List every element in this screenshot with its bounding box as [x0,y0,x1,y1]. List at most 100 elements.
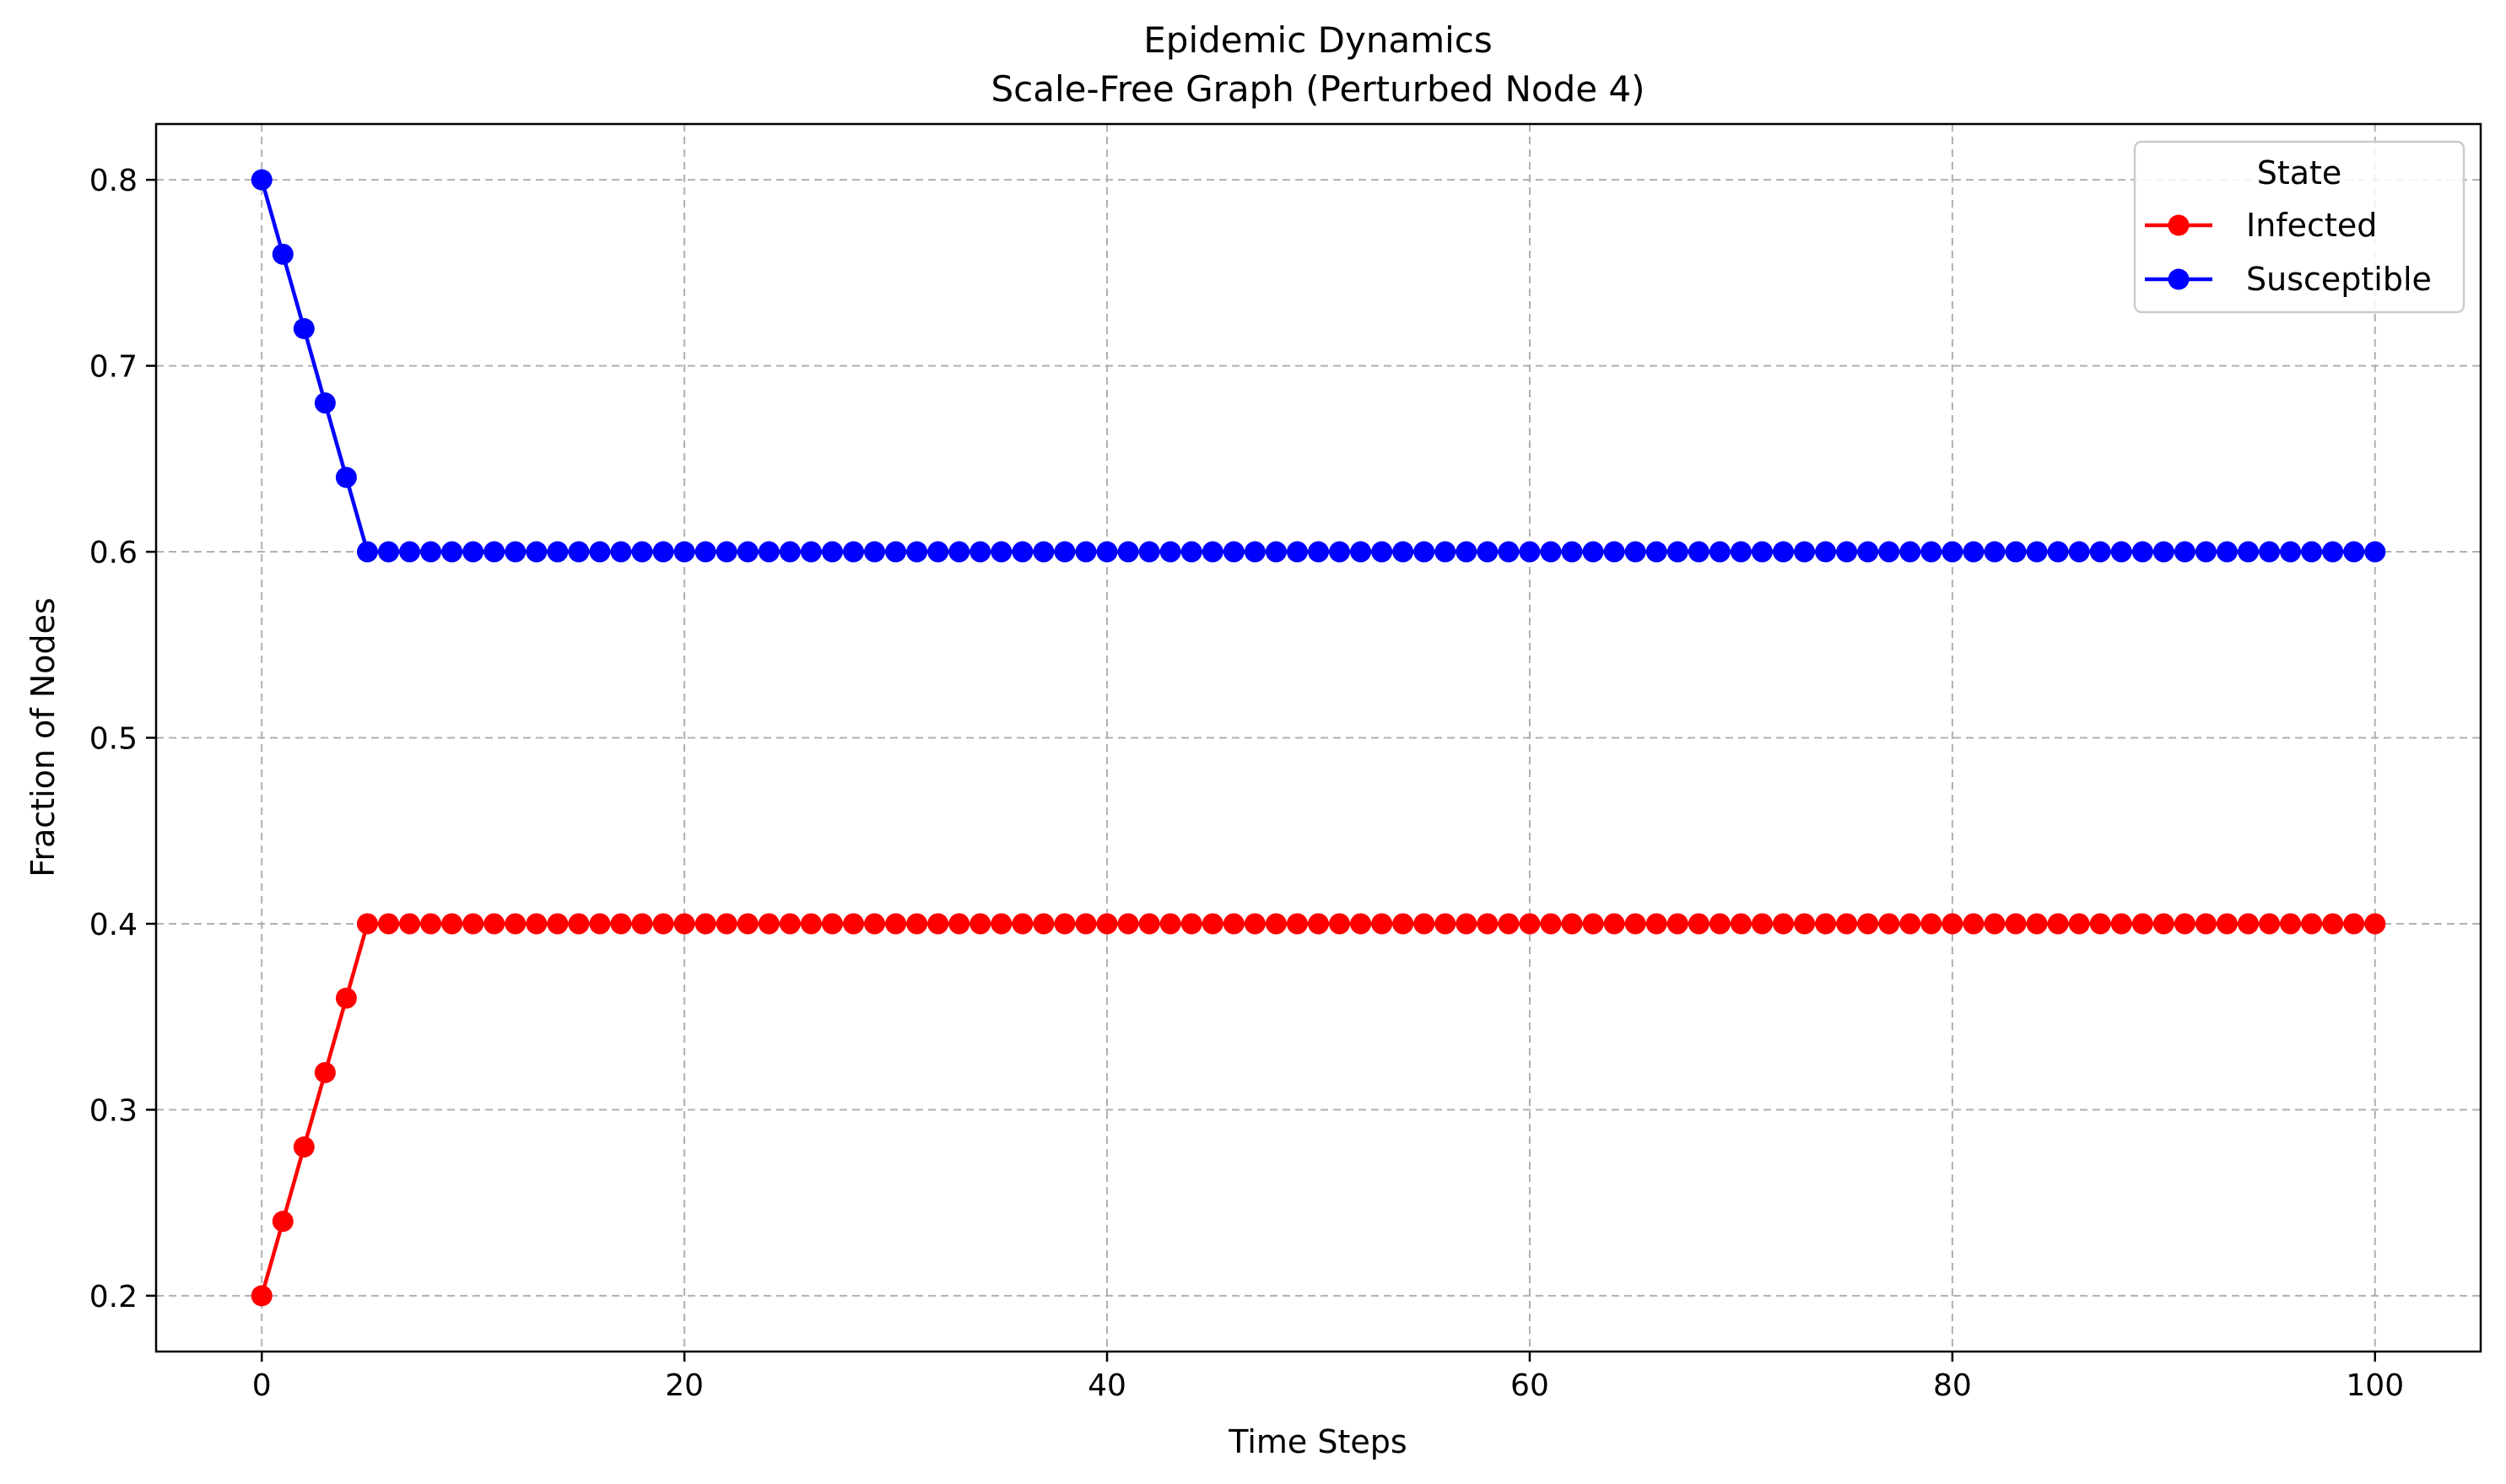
data-point-infected [821,913,843,935]
data-point-susceptible [1519,541,1541,563]
data-point-susceptible [2238,541,2259,563]
data-point-susceptible [2110,541,2132,563]
data-point-infected [1202,913,1223,935]
data-point-infected [378,913,399,935]
legend-marker-infected [2168,214,2190,236]
data-point-susceptible [758,541,780,563]
data-point-susceptible [1984,541,2006,563]
x-axis-ticks: 0 20 40 60 80 100 [252,1352,2404,1403]
data-point-infected [1666,913,1688,935]
data-point-infected [1117,913,1139,935]
data-point-infected [610,913,632,935]
data-point-infected [1878,913,1900,935]
data-point-infected [1540,913,1562,935]
data-point-susceptible [2026,541,2048,563]
data-point-susceptible [441,541,463,563]
data-point-infected [356,913,378,935]
data-point-infected [399,913,421,935]
data-point-susceptible [2259,541,2281,563]
data-point-infected [2280,913,2302,935]
data-point-infected [1392,913,1414,935]
data-point-infected [2110,913,2132,935]
data-point-susceptible [1434,541,1456,563]
data-point-infected [483,913,505,935]
data-point-susceptible [2152,541,2174,563]
data-point-infected [441,913,463,935]
data-point-susceptible [1138,541,1160,563]
data-point-infected [1815,913,1837,935]
y-tick-label: 0.8 [89,164,138,198]
data-point-susceptible [1477,541,1499,563]
data-point-infected [1308,913,1329,935]
data-point-infected [335,987,357,1009]
data-point-infected [991,913,1013,935]
data-point-susceptible [2131,541,2153,563]
data-point-infected [2026,913,2048,935]
data-point-susceptible [1603,541,1625,563]
legend-label-susceptible: Susceptible [2246,261,2432,298]
data-point-infected [272,1211,294,1233]
data-point-infected [1603,913,1625,935]
data-point-infected [420,913,442,935]
data-point-susceptible [1942,541,1963,563]
data-point-susceptible [969,541,991,563]
data-point-susceptible [1054,541,1076,563]
data-point-susceptible [1963,541,1985,563]
data-point-susceptible [779,541,801,563]
data-point-susceptible [568,541,590,563]
data-point-infected [2322,913,2344,935]
data-point-susceptible [2195,541,2217,563]
data-point-infected [2005,913,2027,935]
data-point-infected [1794,913,1816,935]
data-point-infected [2364,913,2386,935]
data-point-susceptible [547,541,569,563]
data-point-susceptible [652,541,674,563]
data-point-susceptible [1751,541,1773,563]
data-point-infected [1645,913,1667,935]
data-point-infected [1434,913,1456,935]
data-point-susceptible [2174,541,2195,563]
data-point-susceptible [2005,541,2027,563]
legend-box [2133,140,2465,314]
data-point-susceptible [1159,541,1181,563]
y-tick-label: 0.3 [89,1093,138,1128]
data-point-susceptible [2047,541,2069,563]
data-point-susceptible [1540,541,1562,563]
legend-title: State [2257,154,2342,192]
data-point-susceptible [1498,541,1520,563]
data-point-susceptible [1308,541,1329,563]
data-point-infected [652,913,674,935]
data-point-susceptible [1244,541,1266,563]
data-point-susceptible [800,541,822,563]
series-infected [251,913,2386,1307]
data-point-susceptible [1371,541,1393,563]
data-point-susceptible [1857,541,1879,563]
data-point-susceptible [293,318,315,339]
data-point-susceptible [1075,541,1097,563]
data-point-infected [1138,913,1160,935]
data-point-infected [1180,913,1202,935]
x-tick-label: 60 [1510,1368,1549,1403]
data-point-infected [2301,913,2323,935]
legend-entries: Infected Susceptible [2145,207,2432,298]
data-point-infected [800,913,822,935]
data-point-susceptible [1117,541,1139,563]
data-point-susceptible [1815,541,1837,563]
data-point-susceptible [2068,541,2090,563]
data-point-infected [948,913,970,935]
data-point-infected [927,913,949,935]
data-point-infected [1498,913,1520,935]
data-point-infected [1582,913,1604,935]
data-point-infected [589,913,611,935]
data-point-infected [864,913,886,935]
x-tick-label: 100 [2346,1368,2404,1403]
x-tick-label: 40 [1088,1368,1126,1403]
data-point-infected [2131,913,2153,935]
data-point-susceptible [2089,541,2111,563]
data-point-infected [843,913,864,935]
y-tick-label: 0.4 [89,908,138,942]
data-point-infected [1624,913,1646,935]
data-point-susceptible [610,541,632,563]
data-point-infected [568,913,590,935]
data-point-susceptible [1836,541,1858,563]
